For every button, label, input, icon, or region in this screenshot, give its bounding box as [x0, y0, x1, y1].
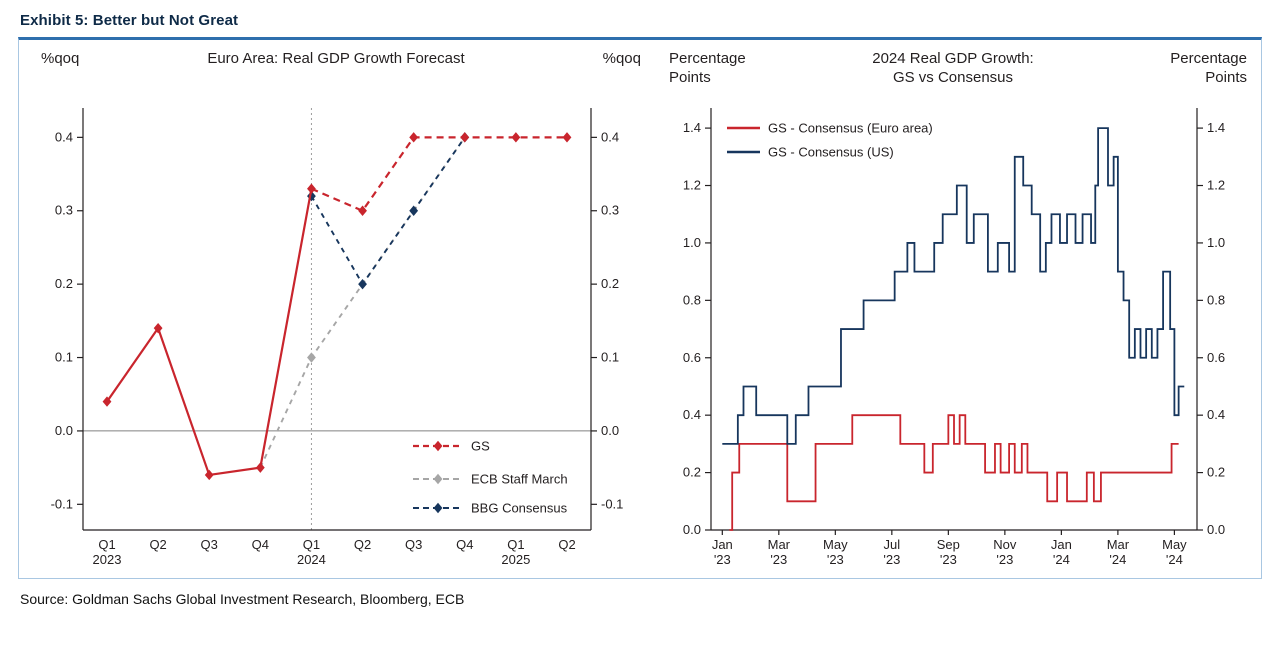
svg-text:0.0: 0.0	[55, 423, 73, 438]
diamond-marker	[102, 396, 112, 407]
svg-text:Q2: Q2	[558, 537, 575, 552]
svg-text:Jan'23: Jan '23	[712, 537, 733, 567]
euro-y-unit-right: %qoq	[602, 50, 641, 67]
consensus-chart: Percentage Points 2024 Real GDP Growth: …	[653, 50, 1253, 576]
svg-text:Q4: Q4	[456, 537, 473, 552]
svg-text:GS: GS	[471, 439, 490, 454]
euro-gdp-chart: %qoq Euro Area: Real GDP Growth Forecast…	[25, 50, 647, 576]
series-gs-consensus-us	[722, 127, 1185, 445]
svg-text:0.2: 0.2	[601, 276, 619, 291]
svg-text:1.4: 1.4	[1207, 120, 1225, 135]
diamond-marker	[433, 473, 443, 485]
svg-text:0.2: 0.2	[1207, 465, 1225, 480]
svg-text:-0.1: -0.1	[51, 496, 73, 511]
diamond-marker	[255, 462, 265, 473]
svg-text:0.1: 0.1	[601, 350, 619, 365]
svg-text:1.0: 1.0	[1207, 235, 1225, 250]
consensus-chart-plot: 0.0 0.0 0.2 0.2 0.4 0.4 0.6 0.6 0.8 0.8 1.0 1.0 1.2 1…	[683, 108, 1225, 567]
svg-text:Jan'24: Jan '24	[1051, 537, 1072, 567]
svg-text:0.4: 0.4	[1207, 407, 1225, 422]
euro-chart-header: %qoq Euro Area: Real GDP Growth Forecast…	[25, 50, 647, 90]
svg-text:BBG Consensus: BBG Consensus	[471, 501, 568, 516]
diamond-marker	[204, 469, 214, 481]
source-note: Source: Goldman Sachs Global Investment …	[20, 591, 465, 607]
svg-text:Q3: Q3	[405, 537, 422, 552]
svg-text:Mar'24: Mar '24	[1107, 537, 1130, 567]
diamond-marker	[409, 205, 419, 216]
svg-text:0.1: 0.1	[55, 350, 73, 365]
svg-text:0.0: 0.0	[683, 522, 701, 537]
diamond-marker	[511, 132, 521, 143]
diamond-marker	[460, 132, 470, 143]
svg-text:Sep'23: Sep '23	[937, 537, 960, 567]
svg-text:0.3: 0.3	[601, 203, 619, 218]
svg-text:May'23: May '23	[823, 537, 848, 567]
svg-text:0.6: 0.6	[683, 350, 701, 365]
diamond-marker	[562, 132, 572, 143]
x-tick-labels: Q1 2023 Q2 Q3 Q4 Q1 2024 Q2 Q3 Q4 Q1 2025 Q2	[93, 537, 576, 567]
svg-text:ECB Staff March: ECB Staff March	[471, 472, 568, 487]
legend: GS ECB Staff March BBG Consensus	[413, 439, 568, 516]
svg-text:0.4: 0.4	[55, 129, 73, 144]
svg-text:Q2: Q2	[149, 537, 166, 552]
svg-text:0.8: 0.8	[683, 292, 701, 307]
diamond-marker	[153, 322, 163, 334]
exhibit-title: Exhibit 5: Better but Not Great	[20, 12, 239, 29]
diamond-marker	[307, 183, 316, 194]
svg-text:Q2: Q2	[354, 537, 371, 552]
svg-text:1.4: 1.4	[683, 120, 701, 135]
svg-text:0.4: 0.4	[601, 129, 619, 144]
svg-text:0.0: 0.0	[1207, 522, 1225, 537]
consensus-y-unit-right: Percentage Points	[1170, 50, 1247, 86]
svg-text:1.0: 1.0	[683, 235, 701, 250]
diamond-marker	[433, 440, 443, 452]
svg-text:GS - Consensus (US): GS - Consensus (US)	[768, 145, 894, 160]
series-gs	[102, 132, 572, 481]
axes	[705, 108, 1203, 531]
svg-text:0.2: 0.2	[55, 276, 73, 291]
consensus-chart-title: 2024 Real GDP Growth: GS vs Consensus	[872, 50, 1034, 86]
svg-text:GS - Consensus (Euro area): GS - Consensus (Euro area)	[768, 121, 933, 136]
diamond-marker	[307, 352, 316, 363]
svg-text:Nov'23: Nov '23	[993, 537, 1017, 567]
diamond-marker	[358, 205, 367, 216]
x-tick-labels: Jan '23 Mar '23 May '23 Jul '23 Sep '23 Nov '23 Jan '…	[712, 530, 1187, 567]
diamond-marker	[433, 502, 443, 514]
consensus-chart-header: Percentage Points 2024 Real GDP Growth: …	[653, 50, 1253, 90]
svg-text:1.2: 1.2	[1207, 178, 1225, 193]
svg-text:0.0: 0.0	[601, 423, 619, 438]
diamond-marker	[358, 278, 367, 290]
legend: GS - Consensus (Euro area) GS - Consensus…	[727, 121, 933, 160]
svg-text:-0.1: -0.1	[601, 496, 623, 511]
svg-text:1.2: 1.2	[683, 178, 701, 193]
svg-text:0.6: 0.6	[1207, 350, 1225, 365]
svg-text:0.8: 0.8	[1207, 292, 1225, 307]
axes	[77, 108, 597, 531]
series-bbg-consensus	[307, 132, 470, 290]
svg-text:Mar'23: Mar '23	[768, 537, 791, 567]
svg-text:0.2: 0.2	[683, 465, 701, 480]
svg-text:0.4: 0.4	[683, 407, 701, 422]
y-tick-labels: -0.1 -0.1 0.0 0.0 0.1 0.1 0.2 0.2 0.3 0.3 0.4 0.4	[51, 129, 624, 511]
svg-text:Jul'23: Jul '23	[883, 537, 900, 567]
euro-chart-title: Euro Area: Real GDP Growth Forecast	[207, 50, 465, 67]
svg-text:Q3: Q3	[201, 537, 218, 552]
diamond-marker	[409, 132, 419, 143]
euro-y-unit-left: %qoq	[41, 50, 80, 67]
svg-text:Q4: Q4	[252, 537, 269, 552]
consensus-y-unit-left: Percentage Points	[669, 50, 746, 86]
svg-text:0.3: 0.3	[55, 203, 73, 218]
y-tick-labels: 0.0 0.0 0.2 0.2 0.4 0.4 0.6 0.6 0.8 0.8 1.0 1.0 1.2 1…	[683, 120, 1225, 537]
chart-panel: %qoq Euro Area: Real GDP Growth Forecast…	[18, 37, 1262, 579]
euro-chart-plot: -0.1 -0.1 0.0 0.0 0.1 0.1 0.2 0.2 0.3 0.3 0.4 0.4 Q1…	[51, 108, 624, 567]
svg-text:May'24: May '24	[1162, 537, 1187, 567]
series-gs-consensus-euro-area	[729, 414, 1179, 531]
